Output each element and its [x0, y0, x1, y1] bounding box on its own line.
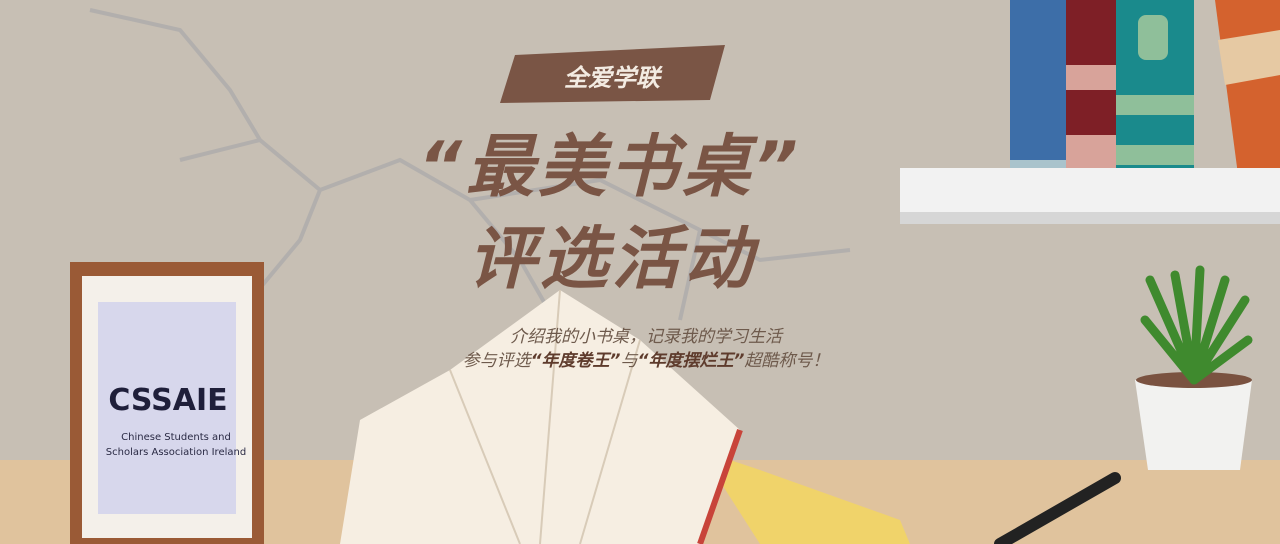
book-band — [1116, 145, 1194, 165]
pot — [1135, 380, 1252, 470]
book — [1010, 0, 1066, 190]
title: 评选活动 — [468, 220, 760, 299]
book-band — [1066, 65, 1116, 90]
wall-crack — [89, 8, 851, 331]
logo-bg — [98, 302, 236, 514]
logo-text: Chinese Students and — [121, 432, 231, 443]
tag: 全爱学联 — [564, 64, 663, 92]
shelf-edge — [900, 212, 1280, 224]
open-book — [340, 290, 740, 544]
subtitle: 介绍我的小书桌，记录我的学习生活 — [510, 327, 784, 347]
pen — [994, 472, 1121, 544]
subtitle-part: 超酷称号！ — [744, 351, 829, 371]
book-band — [1116, 95, 1194, 115]
subtitle: 参与评选“年度卷王”与“年度摆烂王”超酷称号！ — [463, 351, 830, 371]
book-label — [1138, 15, 1168, 60]
logo-text: Scholars Association Ireland — [106, 447, 246, 458]
page-lines — [449, 289, 641, 544]
title: “最美书桌” — [418, 128, 802, 207]
tag-bg — [500, 45, 725, 103]
notebook — [700, 450, 910, 544]
book-edge — [697, 429, 743, 544]
subtitle-part: 与 — [621, 351, 639, 371]
subtitle-part: 参与评选 — [463, 351, 533, 371]
leaves — [1140, 265, 1253, 385]
book-band — [1218, 30, 1280, 85]
subtitle-part: “年度摆烂王” — [638, 351, 745, 371]
subtitle-part: “年度卷王” — [531, 351, 621, 371]
logo-mark: CSSAIE — [108, 383, 227, 418]
